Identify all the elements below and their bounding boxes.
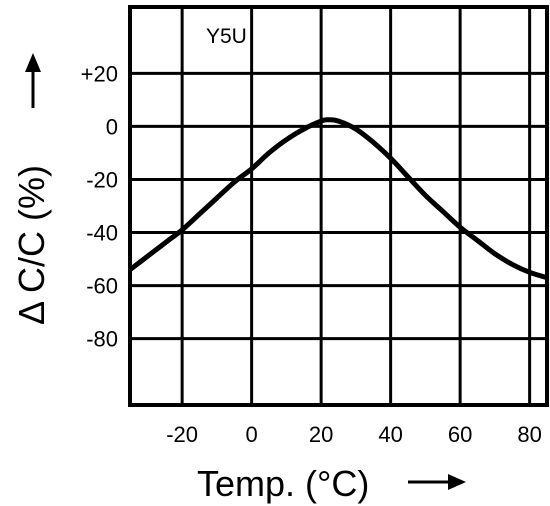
x-axis-arrow-icon [408, 474, 466, 490]
x-tick-label: 0 [246, 422, 258, 447]
y-tick-label: -40 [86, 221, 118, 246]
x-tick-label: 80 [517, 422, 541, 447]
y-tick-label: 0 [106, 114, 118, 139]
y-axis-label: Δ C/C (%) [11, 165, 52, 325]
x-axis-label: Temp. (°C) [197, 463, 369, 504]
x-tick-label: 60 [448, 422, 472, 447]
plot-frame [128, 5, 549, 407]
x-tick-label: -20 [166, 422, 198, 447]
y-tick-label: +20 [81, 61, 118, 86]
y-tick-label: -80 [86, 327, 118, 352]
x-tick-label: 40 [378, 422, 402, 447]
y-tick-label: -20 [86, 167, 118, 192]
x-tick-label: 20 [309, 422, 333, 447]
grid [130, 7, 547, 405]
y-axis-arrow-icon [25, 53, 41, 108]
y-tick-label: -60 [86, 274, 118, 299]
annotation-label: Y5U [206, 25, 247, 48]
series-line [128, 117, 548, 281]
